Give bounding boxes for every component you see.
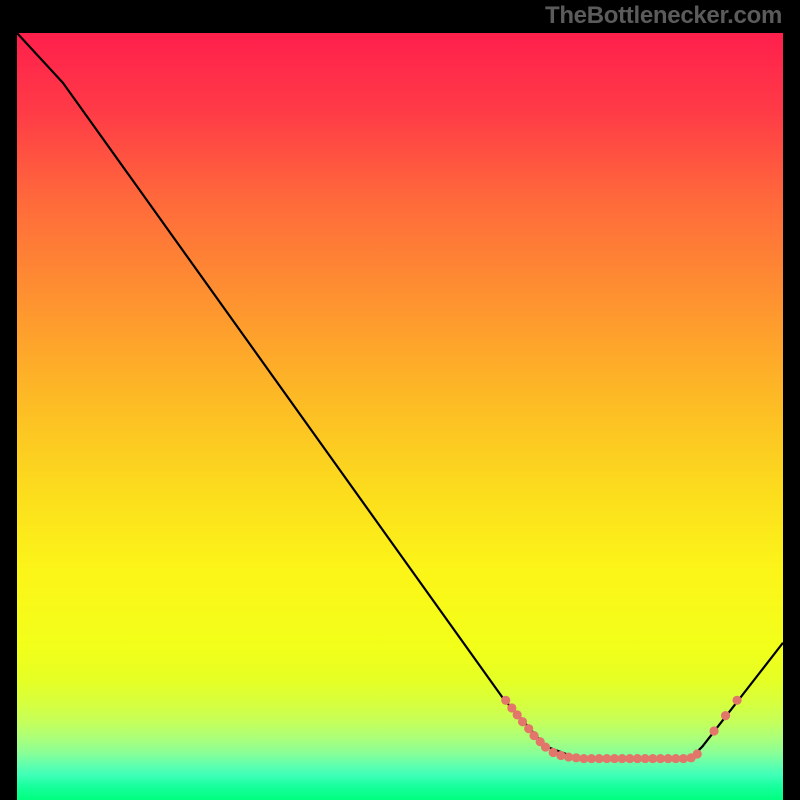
watermark-text: TheBottlenecker.com — [545, 2, 782, 30]
marker-point — [709, 726, 718, 735]
marker-point — [721, 711, 730, 720]
chart-frame: TheBottlenecker.com — [0, 0, 800, 800]
marker-point — [556, 751, 565, 760]
marker-point — [732, 696, 741, 705]
marker-point — [541, 742, 550, 751]
marker-point — [518, 717, 527, 726]
marker-point — [501, 696, 510, 705]
marker-point — [693, 749, 702, 758]
plot-area — [17, 33, 783, 800]
gradient-background — [17, 33, 783, 800]
plot-svg — [17, 33, 783, 800]
